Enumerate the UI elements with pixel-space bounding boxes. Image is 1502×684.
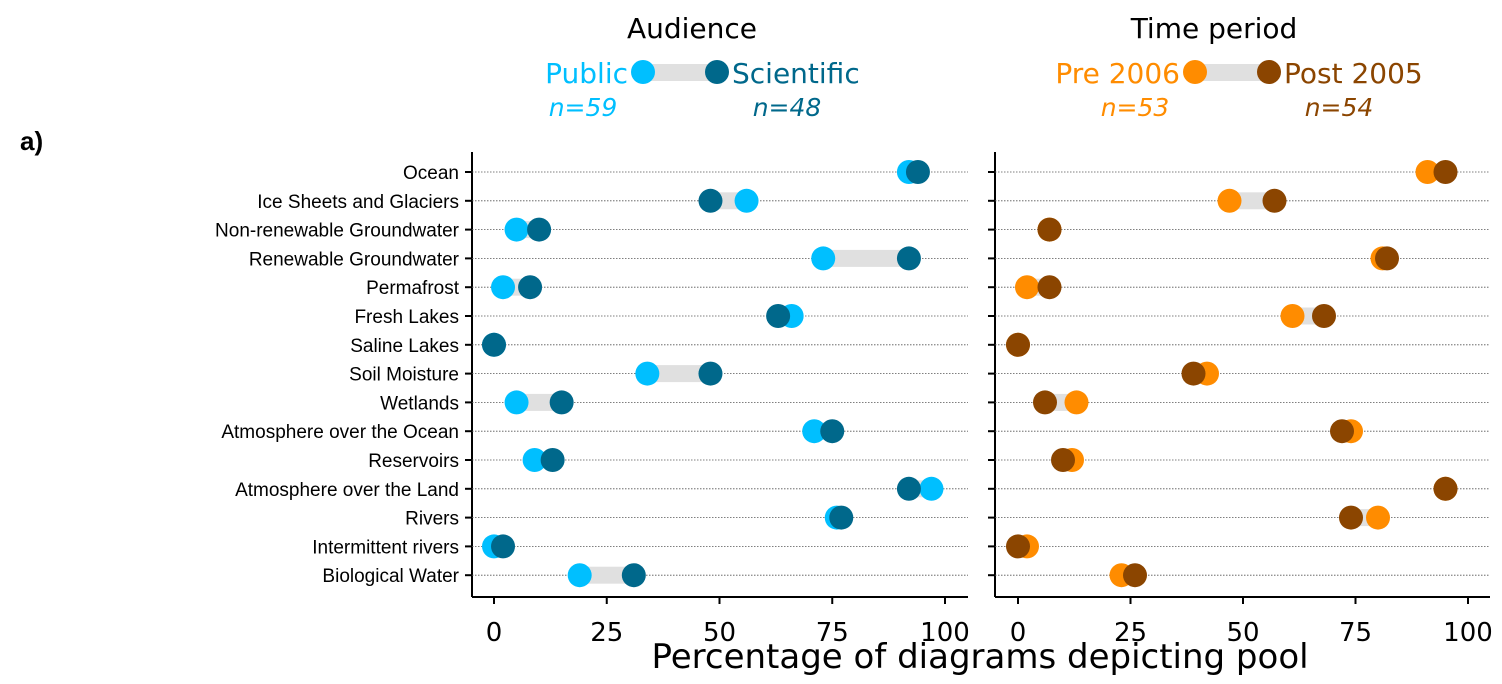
category-label: Soil Moisture [349, 365, 459, 386]
period-legend-marker-1 [1183, 60, 1207, 84]
audience-legend-marker-2 [705, 60, 729, 84]
period-point-post-2005 [1037, 217, 1062, 242]
period-legend-n-1: n=53 [1101, 93, 1170, 122]
audience-point-scientific [820, 419, 845, 444]
category-label: Fresh Lakes [354, 307, 459, 328]
audience-point-scientific [527, 217, 552, 242]
category-label: Ice Sheets and Glaciers [257, 192, 459, 213]
audience-legend-connector [643, 64, 717, 81]
category-label: Atmosphere over the Ocean [221, 422, 459, 443]
audience-point-public [491, 275, 516, 300]
period-point-post-2005 [1181, 361, 1206, 386]
period-x-tick-label: 100 [1443, 618, 1493, 648]
period-x-tick-label: 50 [1226, 618, 1259, 648]
category-label: Wetlands [380, 393, 459, 414]
audience-point-scientific [698, 188, 723, 213]
audience-dumbbell-connector [579, 566, 634, 584]
audience-dumbbell-connector [516, 393, 562, 411]
audience-point-scientific [491, 534, 516, 559]
audience-point-scientific [482, 332, 506, 357]
audience-point-scientific [540, 448, 565, 472]
audience-dumbbell-connector [647, 365, 711, 383]
category-label: Rivers [405, 509, 459, 530]
period-point-post-2005 [1006, 534, 1030, 559]
audience-point-scientific [896, 476, 921, 501]
period-panel-title: Time period [1130, 12, 1298, 45]
period-point-pre-2006 [1064, 390, 1089, 415]
period-point-pre-2006 [1015, 275, 1039, 300]
period-legend-marker-2 [1257, 60, 1281, 84]
category-label: Non-renewable Groundwater [215, 221, 460, 242]
period-panel: Time period Pre 2006 Post 2005 n=53 n=54 0 25 5… [988, 12, 1493, 648]
audience-x-tick-label: 75 [816, 618, 849, 648]
audience-point-scientific [766, 304, 791, 328]
period-point-post-2005 [1330, 419, 1354, 444]
period-x-tick-label: 25 [1114, 618, 1147, 648]
panel-label: a) [20, 126, 43, 156]
audience-point-public [567, 563, 592, 588]
category-label: Intermittent rivers [312, 537, 459, 558]
audience-point-scientific [829, 505, 854, 530]
audience-dumbbell-connector [823, 249, 909, 267]
audience-point-scientific [698, 361, 723, 386]
category-label: Ocean [403, 163, 459, 184]
category-label: Saline Lakes [350, 336, 459, 357]
audience-point-scientific [621, 563, 646, 588]
period-legend-n-2: n=54 [1305, 93, 1374, 122]
period-point-post-2005 [1051, 448, 1075, 472]
period-point-pre-2006 [1366, 505, 1390, 530]
audience-point-public [734, 188, 759, 213]
period-point-post-2005 [1262, 188, 1287, 213]
period-legend-label-2: Post 2005 [1284, 57, 1423, 90]
audience-legend-marker-1 [631, 60, 655, 84]
audience-point-public [504, 217, 529, 242]
period-legend-label-1: Pre 2006 [1055, 57, 1180, 90]
audience-point-public [504, 390, 529, 415]
audience-legend-n-2: n=48 [753, 93, 822, 122]
x-axis-label: Percentage of diagrams depicting pool [651, 637, 1308, 677]
audience-point-public [522, 448, 547, 472]
audience-point-scientific [518, 275, 543, 300]
audience-point-public [919, 476, 944, 501]
audience-point-scientific [905, 160, 930, 184]
category-label: Permafrost [366, 278, 460, 299]
period-point-post-2005 [1312, 304, 1336, 328]
period-point-post-2005 [1006, 332, 1030, 357]
period-x-tick-label: 75 [1339, 618, 1372, 648]
period-point-post-2005 [1123, 563, 1147, 588]
category-label: Atmosphere over the Land [235, 480, 459, 501]
category-label: Reservoirs [368, 451, 459, 472]
category-label: Biological Water [322, 566, 459, 587]
audience-x-tick-label: 100 [920, 618, 970, 648]
audience-x-tick-label: 50 [703, 618, 736, 648]
audience-legend-label-2: Scientific [732, 57, 860, 90]
audience-point-scientific [549, 390, 574, 415]
audience-x-tick-label: 0 [486, 618, 503, 648]
audience-x-tick-label: 25 [590, 618, 623, 648]
audience-point-public [635, 361, 660, 386]
period-dumbbell-connector [1229, 192, 1275, 210]
audience-panel-title: Audience [627, 12, 757, 45]
period-point-post-2005 [1433, 160, 1458, 184]
period-point-post-2005 [1375, 246, 1399, 271]
period-legend-connector [1195, 64, 1269, 81]
period-point-post-2005 [1037, 275, 1062, 300]
period-point-pre-2006 [1217, 188, 1242, 213]
plot-layer: Audience Public Scientific n=59 n=48 0 25 50 75 1… [215, 12, 1493, 648]
period-point-pre-2006 [1280, 304, 1305, 328]
category-label: Renewable Groundwater [249, 249, 460, 270]
audience-legend-label-1: Public [545, 57, 628, 90]
audience-point-scientific [896, 246, 921, 271]
audience-legend-n-1: n=59 [549, 93, 618, 122]
audience-panel: Audience Public Scientific n=59 n=48 0 25 50 75 1… [215, 12, 970, 648]
period-point-post-2005 [1033, 390, 1057, 415]
period-x-tick-label: 0 [1010, 618, 1027, 648]
period-point-pre-2006 [1415, 160, 1440, 184]
period-point-post-2005 [1433, 476, 1458, 501]
audience-point-public [802, 419, 827, 444]
period-point-post-2005 [1339, 505, 1363, 530]
audience-point-public [811, 246, 836, 271]
